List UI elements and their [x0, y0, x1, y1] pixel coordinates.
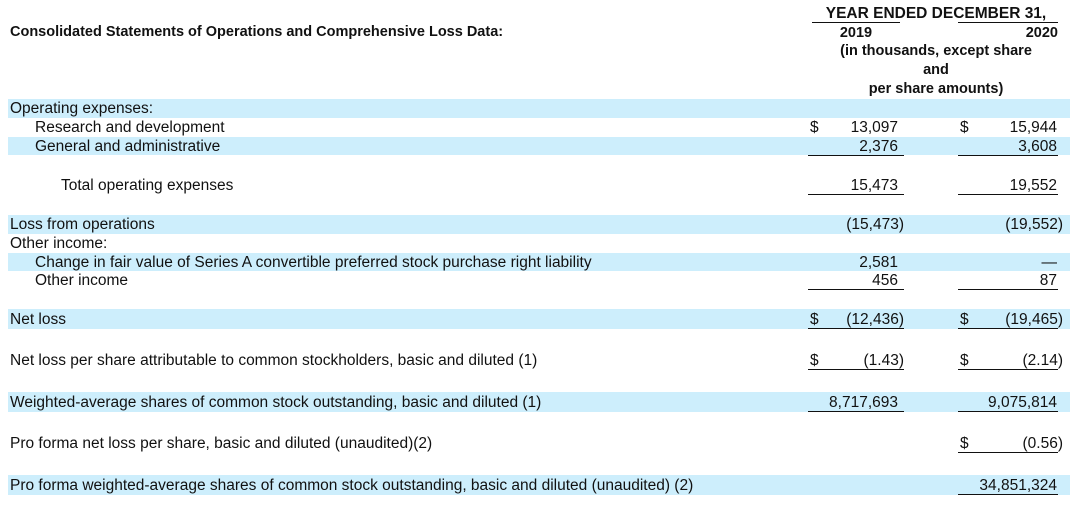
value-2019: (12,436)	[846, 311, 904, 328]
row-label: Other income:	[10, 235, 108, 252]
currency-symbol: $	[960, 352, 969, 369]
row-label: Net loss per share attributable to commo…	[10, 352, 538, 369]
subtotal-rule	[808, 155, 904, 156]
value-2020: 3,608	[1018, 138, 1057, 155]
value-2020: —	[1041, 254, 1058, 271]
column-header-2019: 2019	[812, 22, 900, 43]
subtotal-rule	[958, 155, 1058, 156]
value-2019: 2,376	[859, 138, 898, 155]
table-row: Pro forma net loss per share, basic and …	[0, 434, 1080, 453]
value-2019: 2,581	[859, 254, 898, 271]
table-row: Other income 456 87	[0, 271, 1080, 290]
table-row: Total operating expenses 15,473 19,552	[0, 176, 1080, 195]
statement-title: Consolidated Statements of Operations an…	[10, 24, 504, 40]
total-rule	[958, 452, 1058, 453]
row-shading	[8, 392, 1070, 412]
value-2019: 8,717,693	[829, 394, 898, 411]
currency-symbol: $	[960, 435, 969, 452]
value-2020: 15,944	[1009, 119, 1057, 136]
row-label: General and administrative	[35, 138, 221, 155]
total-rule	[958, 494, 1058, 495]
row-shading	[8, 215, 1070, 234]
table-row: Loss from operations (15,473) (19,552)	[0, 215, 1080, 234]
value-2020: 34,851,324	[979, 477, 1057, 494]
units-note-line-3: per share amounts)	[812, 80, 1060, 101]
currency-symbol: $	[960, 311, 969, 328]
row-shading	[8, 253, 1070, 271]
period-header: YEAR ENDED DECEMBER 31,	[825, 5, 1047, 22]
currency-symbol: $	[810, 352, 819, 369]
table-row: Operating expenses:	[0, 99, 1080, 118]
table-row: Change in fair value of Series A convert…	[0, 253, 1080, 272]
row-label: Change in fair value of Series A convert…	[35, 254, 592, 271]
currency-symbol: $	[810, 119, 819, 136]
row-label: Pro forma net loss per share, basic and …	[10, 435, 433, 452]
total-rule	[808, 411, 904, 412]
column-header-2020: 2020	[958, 22, 1058, 43]
row-label: Operating expenses:	[10, 100, 154, 117]
units-note-line-1: (in thousands, except share	[840, 43, 1032, 59]
currency-symbol: $	[960, 119, 969, 136]
row-shading	[8, 309, 1070, 329]
row-shading	[8, 137, 1070, 155]
table-row: Net loss per share attributable to commo…	[0, 351, 1080, 370]
row-label: Research and development	[35, 119, 225, 136]
total-rule	[958, 369, 1058, 370]
subtotal-rule	[808, 289, 904, 290]
value-2019: (1.43)	[863, 352, 905, 369]
row-shading	[8, 99, 1070, 118]
table-row: General and administrative 2,376 3,608	[0, 137, 1080, 156]
value-2019: 456	[872, 272, 898, 289]
value-2019: (15,473)	[846, 216, 904, 233]
row-label: Loss from operations	[10, 216, 155, 233]
value-2020: (0.56)	[1022, 435, 1064, 452]
value-2020: (2.14)	[1022, 352, 1064, 369]
value-2020: 87	[1039, 272, 1057, 289]
value-2019: 15,473	[850, 177, 898, 194]
total-rule	[958, 411, 1058, 412]
table-row: Weighted-average shares of common stock …	[0, 393, 1080, 412]
value-2020: (19,465)	[1005, 311, 1063, 328]
total-rule	[958, 328, 1058, 329]
row-label: Total operating expenses	[61, 177, 234, 194]
table-row: Research and development $ 13,097 $ 15,9…	[0, 118, 1080, 137]
value-2020: 19,552	[1009, 177, 1057, 194]
row-label: Pro forma weighted-average shares of com…	[10, 477, 694, 494]
row-label: Weighted-average shares of common stock …	[10, 394, 542, 411]
row-label: Net loss	[10, 311, 66, 328]
row-label: Other income	[35, 272, 129, 289]
table-row: Pro forma weighted-average shares of com…	[0, 476, 1080, 495]
table-row: Other income:	[0, 234, 1080, 253]
value-2020: 9,075,814	[988, 394, 1057, 411]
table-row: Net loss $ (12,436) $ (19,465)	[0, 310, 1080, 329]
value-2020: (19,552)	[1005, 216, 1063, 233]
total-rule	[958, 194, 1058, 195]
total-rule	[808, 328, 904, 329]
value-2019: 13,097	[850, 119, 898, 136]
subtotal-rule	[958, 289, 1058, 290]
units-note-line-2: and	[923, 62, 949, 78]
total-rule	[808, 369, 904, 370]
row-shading	[8, 475, 1070, 495]
total-rule	[808, 194, 904, 195]
currency-symbol: $	[810, 311, 819, 328]
